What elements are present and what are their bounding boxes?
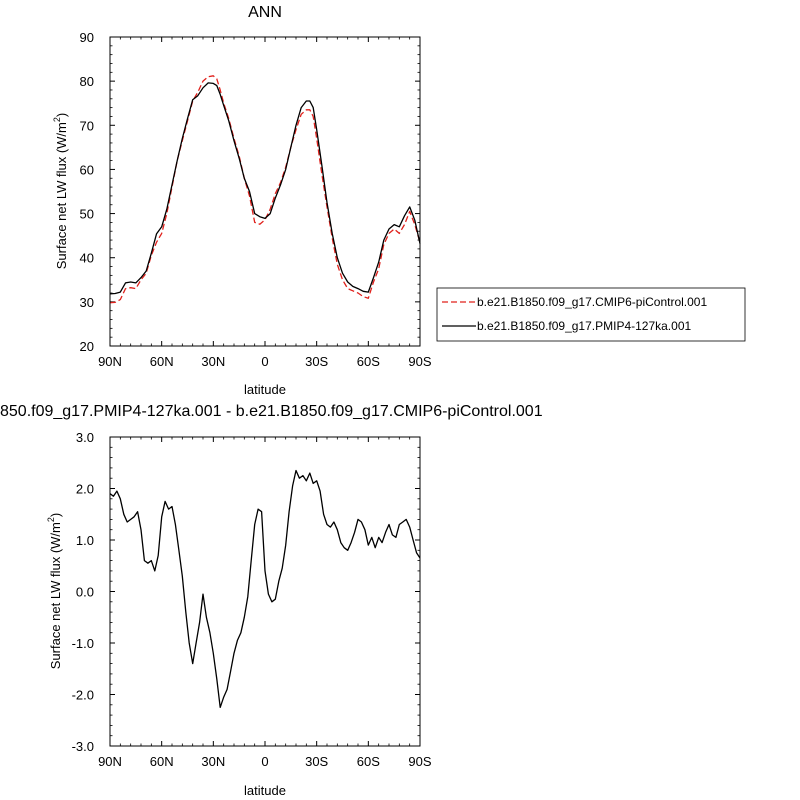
y-tick-label: 20 [80,339,94,354]
y-tick-label: 80 [80,74,94,89]
y-tick-label: 0.0 [76,585,94,600]
y-tick-label: 70 [80,118,94,133]
x-tick-label: 30S [305,754,328,769]
y-tick-label: 30 [80,295,94,310]
x-tick-label: 30S [305,354,328,369]
bottom-panel-ticks [109,436,421,747]
top-panel-ticks [109,36,421,347]
y-tick-label: -1.0 [72,636,94,651]
x-tick-label: 0 [261,354,268,369]
bottom-panel-series [109,469,421,709]
legend-label-127ka: b.e21.B1850.f09_g17.PMIP4-127ka.001 [477,319,691,333]
bottom-panel-ylabel: Surface net LW flux (W/m2) [46,513,63,670]
x-tick-label: 30N [201,754,225,769]
x-tick-label: 60N [150,754,174,769]
legend: b.e21.B1850.f09_g17.CMIP6-piControl.001 … [436,287,746,342]
bottom-panel-tick-labels: 90N 60N 30N 0 30S 60S 90S -3.0 -2.0 -1.0 0.0 1.0 2.0… [72,430,432,769]
y-tick-label: 50 [80,207,94,222]
y-tick-label: 2.0 [76,482,94,497]
series-line-0 [109,75,421,304]
bottom-panel-xlabel: latitude [244,783,286,798]
x-tick-label: 60S [357,354,380,369]
bottom-panel-frame [109,436,421,747]
legend-box [436,287,746,342]
bottom-panel-title: 850.f09_g17.PMIP4-127ka.001 - b.e21.B185… [0,403,543,420]
x-tick-label: 60S [357,754,380,769]
series-line-0 [109,469,421,709]
x-tick-label: 90S [408,354,431,369]
top-panel-xlabel: latitude [244,382,286,397]
x-tick-label: 90N [98,754,122,769]
x-tick-label: 30N [201,354,225,369]
x-tick-label: 90S [408,754,431,769]
x-tick-label: 90N [98,354,122,369]
y-tick-label: 1.0 [76,533,94,548]
y-tick-label: 90 [80,30,94,45]
x-tick-label: 60N [150,354,174,369]
y-tick-label: -2.0 [72,688,94,703]
top-panel-tick-labels: 90N 60N 30N 0 30S 60S 90S 20 30 40 50 60 70 80 90 [80,30,432,369]
y-tick-label: 60 [80,162,94,177]
legend-label-piControl: b.e21.B1850.f09_g17.CMIP6-piControl.001 [477,295,707,309]
top-panel-title: ANN [248,4,282,21]
y-tick-label: -3.0 [72,739,94,754]
series-line-1 [109,82,421,295]
top-panel-frame [109,36,421,347]
top-panel-series [109,75,421,304]
y-tick-label: 3.0 [76,430,94,445]
y-tick-label: 40 [80,251,94,266]
top-panel-ylabel: Surface net LW flux (W/m2) [52,113,69,270]
x-tick-label: 0 [261,754,268,769]
